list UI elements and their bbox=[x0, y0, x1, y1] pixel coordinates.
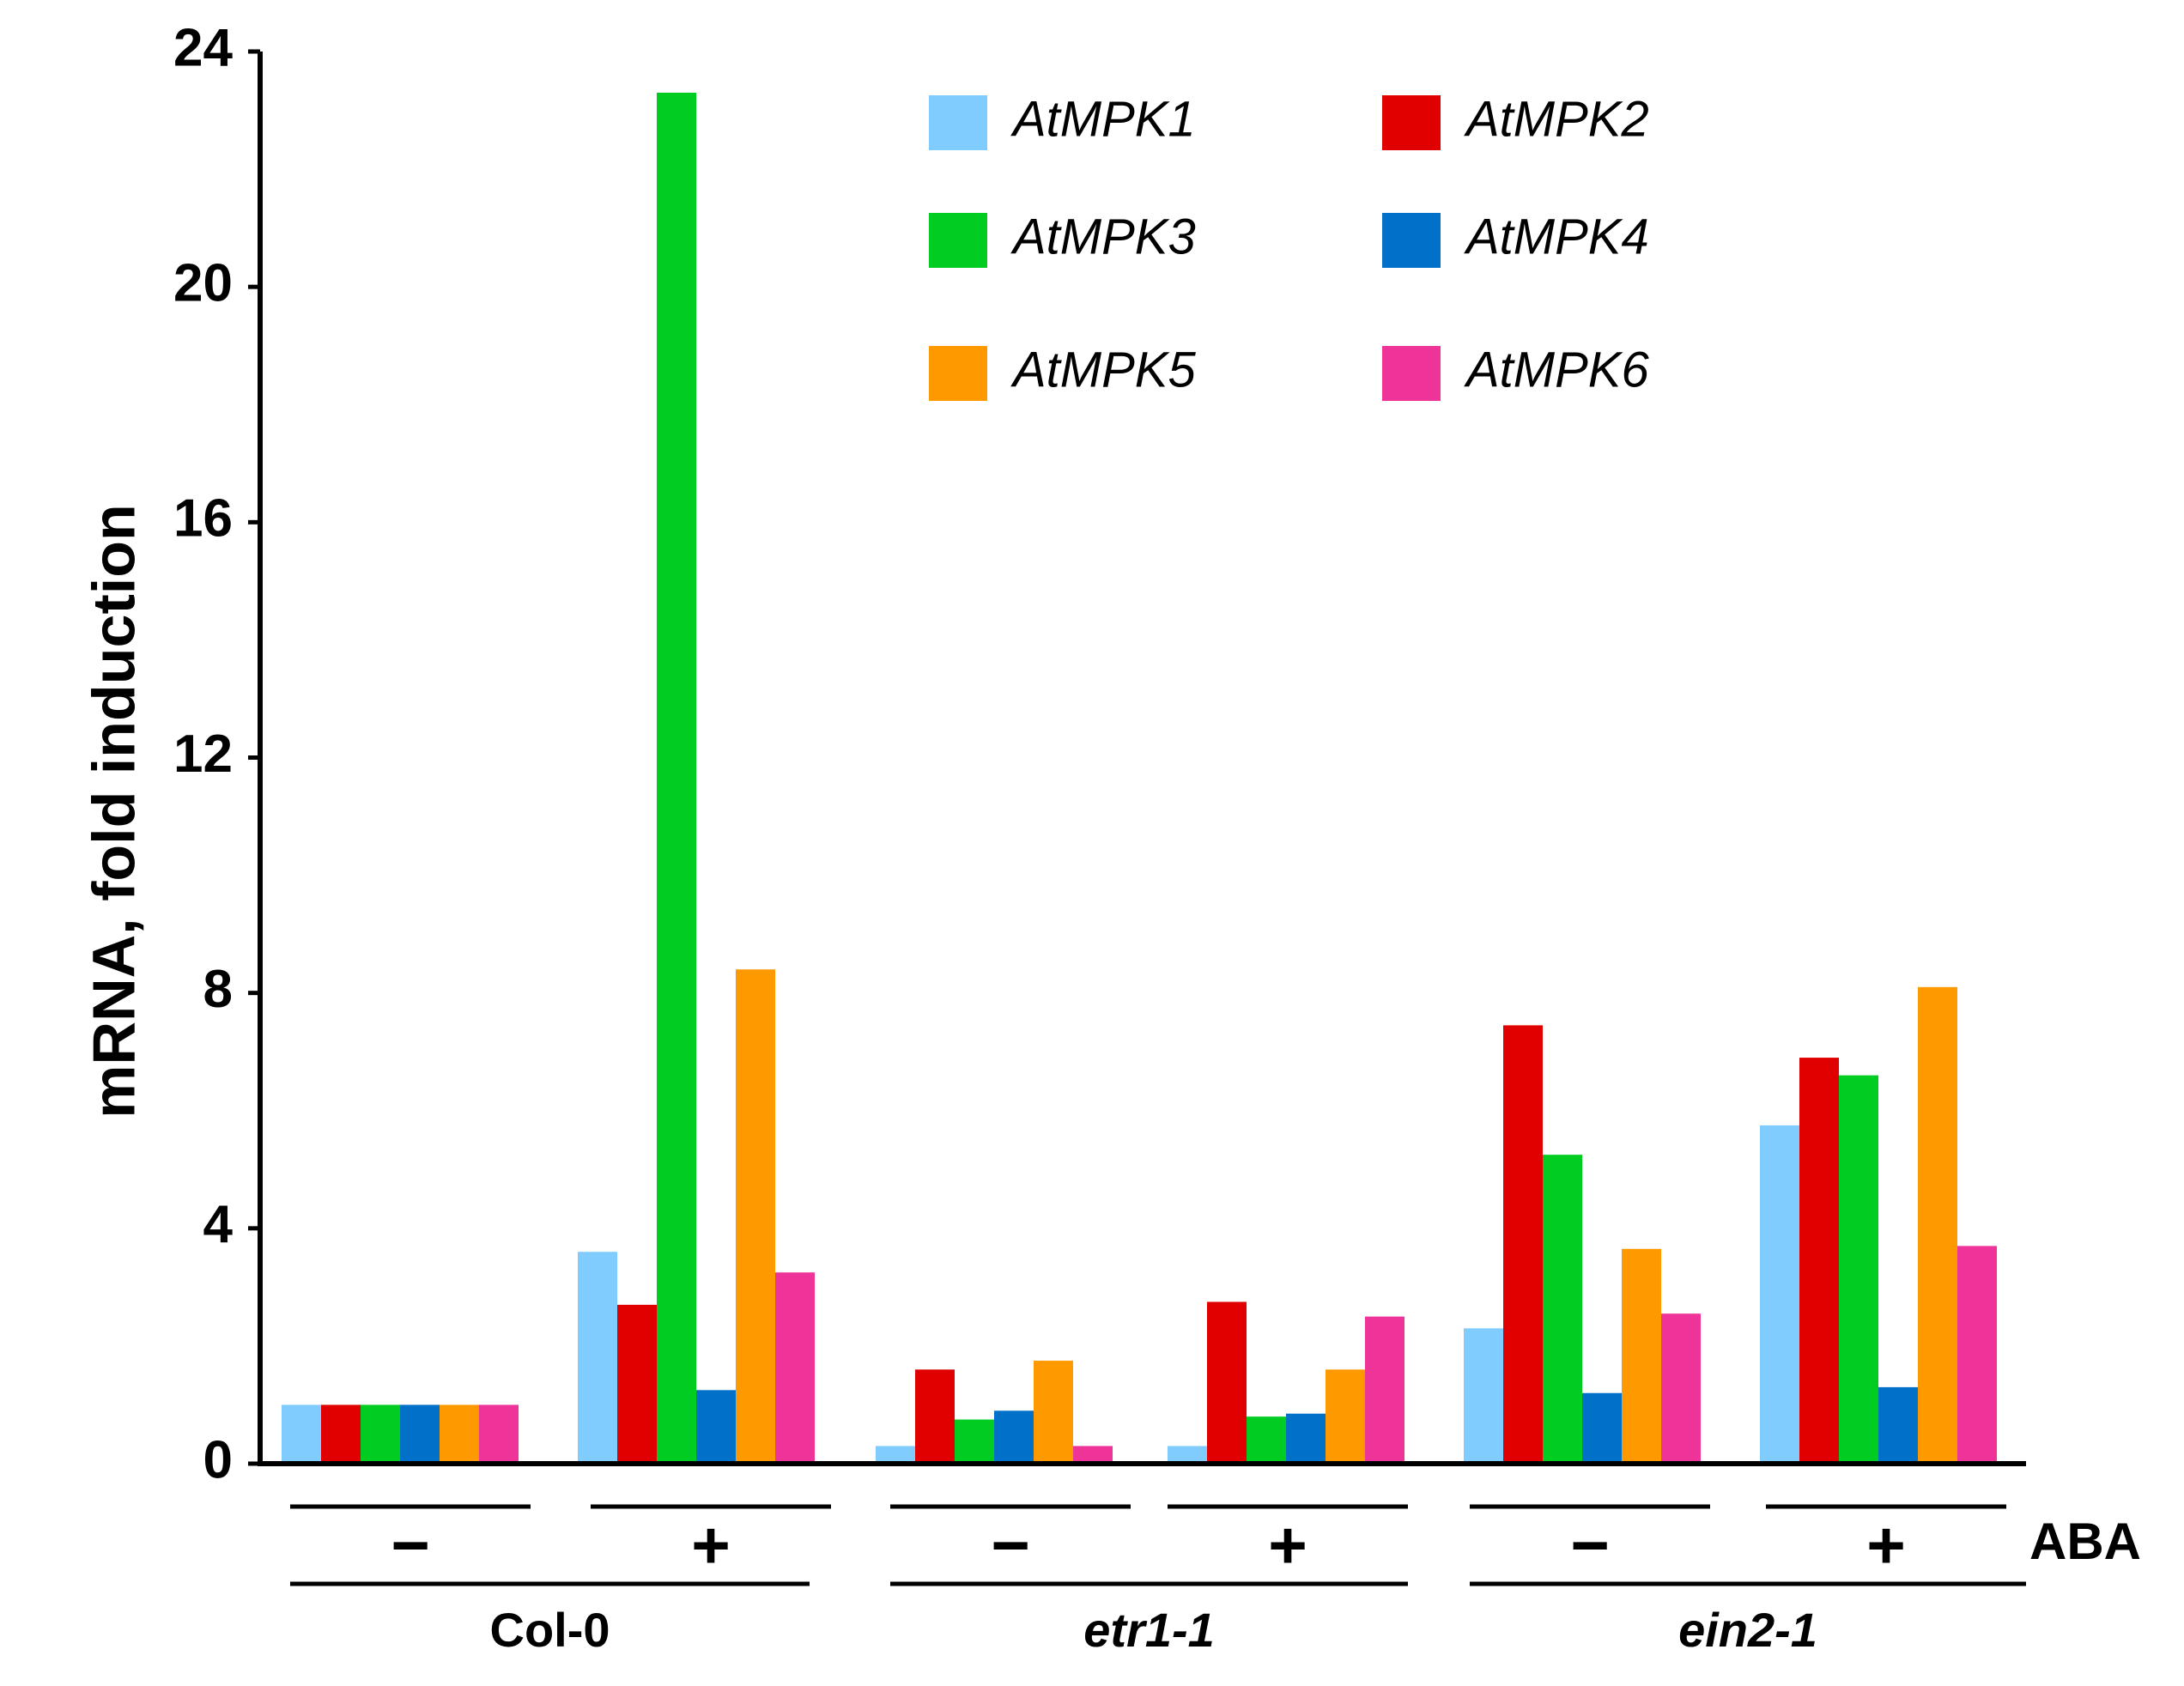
y-tick-label-24: 24 bbox=[173, 18, 233, 77]
legend-swatch-atmpk4 bbox=[1382, 213, 1441, 268]
bar-atmpk5-3 bbox=[1326, 1369, 1365, 1464]
y-tick-label-12: 12 bbox=[173, 725, 233, 784]
bar-atmpk5-2 bbox=[1034, 1361, 1073, 1464]
aba-treatment-label: ABA bbox=[2029, 1513, 2141, 1570]
bar-atmpk6-4 bbox=[1661, 1313, 1701, 1464]
genotype-label-ein2-1: ein2-1 bbox=[1678, 1603, 1817, 1657]
aba-sign-1: + bbox=[691, 1507, 731, 1583]
bar-atmpk6-5 bbox=[1957, 1246, 1997, 1464]
legend-label-atmpk3: AtMPK3 bbox=[1010, 209, 1196, 264]
bar-atmpk4-2 bbox=[994, 1410, 1034, 1464]
bar-atmpk2-1 bbox=[617, 1304, 657, 1464]
y-tick-label-20: 20 bbox=[173, 254, 233, 313]
bar-atmpk6-1 bbox=[775, 1272, 815, 1464]
legend-item-atmpk1: AtMPK1 bbox=[929, 91, 1196, 150]
y-tick-label-8: 8 bbox=[203, 960, 233, 1019]
bar-atmpk3-1 bbox=[657, 92, 696, 1465]
bar-atmpk5-5 bbox=[1918, 986, 1957, 1464]
bar-atmpk4-4 bbox=[1582, 1392, 1622, 1464]
bar-atmpk6-3 bbox=[1365, 1316, 1404, 1464]
bar-atmpk1-3 bbox=[1168, 1446, 1207, 1464]
bar-atmpk4-5 bbox=[1878, 1386, 1918, 1464]
x-axis-group-labels: − + − + − + ABA Col-0 etr1-1 ein2-1 bbox=[290, 1504, 2141, 1657]
bar-atmpk2-0 bbox=[321, 1404, 361, 1464]
legend-label-atmpk2: AtMPK2 bbox=[1464, 91, 1649, 147]
legend-item-atmpk4: AtMPK4 bbox=[1382, 209, 1649, 268]
aba-sign-0: − bbox=[391, 1507, 430, 1583]
legend: AtMPK1 AtMPK2 AtMPK3 AtMPK4 AtMPK5 AtMPK6 bbox=[929, 91, 1649, 401]
bar-atmpk4-3 bbox=[1286, 1413, 1326, 1464]
bar-atmpk3-5 bbox=[1839, 1075, 1878, 1464]
bar-atmpk1-0 bbox=[282, 1404, 321, 1464]
bar-atmpk6-0 bbox=[479, 1404, 519, 1464]
legend-item-atmpk2: AtMPK2 bbox=[1382, 91, 1649, 150]
y-tick-label-0: 0 bbox=[203, 1430, 233, 1489]
bar-atmpk4-0 bbox=[400, 1404, 440, 1464]
bars-layer bbox=[282, 92, 1997, 1465]
legend-item-atmpk6: AtMPK6 bbox=[1382, 342, 1649, 401]
bar-atmpk2-3 bbox=[1207, 1301, 1247, 1464]
y-tick-label-16: 16 bbox=[173, 489, 233, 549]
legend-item-atmpk5: AtMPK5 bbox=[929, 342, 1196, 401]
bar-atmpk4-1 bbox=[696, 1390, 736, 1464]
aba-sign-5: + bbox=[1866, 1507, 1906, 1583]
bar-atmpk2-5 bbox=[1799, 1058, 1839, 1464]
bar-atmpk6-2 bbox=[1073, 1446, 1113, 1464]
bar-atmpk5-1 bbox=[736, 969, 775, 1464]
aba-sign-2: − bbox=[991, 1507, 1030, 1583]
legend-swatch-atmpk6 bbox=[1382, 346, 1441, 401]
bar-atmpk2-4 bbox=[1503, 1025, 1543, 1464]
y-tick-label-4: 4 bbox=[203, 1195, 234, 1254]
y-axis-label: mRNA, fold induction bbox=[80, 504, 147, 1118]
aba-sign-4: − bbox=[1570, 1507, 1610, 1583]
aba-sign-3: + bbox=[1268, 1507, 1307, 1583]
axis-layer: 0 4 8 12 16 20 24 bbox=[173, 18, 2026, 1489]
bar-atmpk5-0 bbox=[440, 1404, 479, 1464]
bar-atmpk3-0 bbox=[361, 1404, 400, 1464]
legend-label-atmpk1: AtMPK1 bbox=[1010, 91, 1196, 147]
bar-atmpk3-2 bbox=[955, 1419, 994, 1464]
legend-swatch-atmpk1 bbox=[929, 95, 987, 150]
genotype-label-etr1-1: etr1-1 bbox=[1083, 1603, 1215, 1657]
bar-atmpk2-2 bbox=[915, 1369, 955, 1464]
legend-label-atmpk4: AtMPK4 bbox=[1464, 209, 1649, 264]
bar-atmpk3-3 bbox=[1247, 1416, 1286, 1464]
bar-atmpk1-4 bbox=[1464, 1328, 1503, 1464]
bar-atmpk3-4 bbox=[1543, 1155, 1582, 1464]
bar-atmpk1-2 bbox=[876, 1446, 915, 1464]
bar-atmpk1-1 bbox=[578, 1252, 617, 1464]
legend-swatch-atmpk2 bbox=[1382, 95, 1441, 150]
legend-label-atmpk6: AtMPK6 bbox=[1464, 342, 1649, 397]
bar-atmpk5-4 bbox=[1622, 1248, 1661, 1464]
legend-swatch-atmpk3 bbox=[929, 213, 987, 268]
legend-item-atmpk3: AtMPK3 bbox=[929, 209, 1196, 268]
genotype-label-col-0: Col-0 bbox=[490, 1603, 610, 1657]
bar-atmpk1-5 bbox=[1760, 1125, 1799, 1464]
legend-swatch-atmpk5 bbox=[929, 346, 987, 401]
legend-label-atmpk5: AtMPK5 bbox=[1010, 342, 1196, 397]
